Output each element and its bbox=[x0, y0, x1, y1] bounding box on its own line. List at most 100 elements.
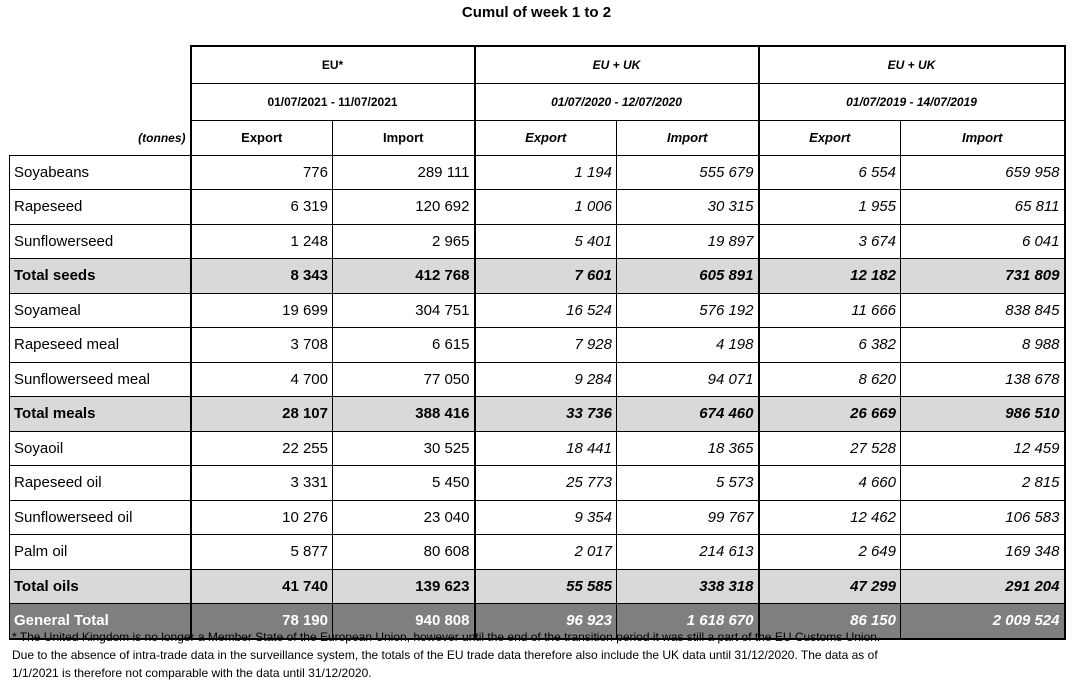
col-header: Import bbox=[616, 120, 760, 156]
value-cell: 80 608 bbox=[332, 534, 476, 570]
value-cell: 3 708 bbox=[189, 327, 333, 363]
value-cell: 388 416 bbox=[332, 396, 476, 432]
value-cell: 96 923 bbox=[474, 603, 617, 640]
row-label: Rapeseed oil bbox=[9, 465, 191, 501]
value-cell: 19 897 bbox=[616, 223, 760, 259]
value-cell: 2 815 bbox=[900, 465, 1066, 501]
value-cell: 41 740 bbox=[189, 568, 333, 604]
footnote-line: 1/1/2021 is therefore not comparable wit… bbox=[12, 666, 372, 680]
table-row: Rapeseed meal 3 708 6 615 7 928 4 198 6 382 8 … bbox=[9, 327, 1066, 363]
value-cell: 23 040 bbox=[332, 499, 476, 535]
value-cell: 86 150 bbox=[758, 603, 901, 640]
value-cell: 6 554 bbox=[758, 154, 901, 190]
value-cell: 8 988 bbox=[900, 327, 1066, 363]
row-label: Sunflowerseed meal bbox=[9, 361, 191, 397]
value-cell: 28 107 bbox=[189, 396, 333, 432]
value-cell: 30 525 bbox=[332, 430, 476, 466]
value-cell: 731 809 bbox=[900, 258, 1066, 294]
value-cell: 412 768 bbox=[332, 258, 476, 294]
value-cell: 659 958 bbox=[900, 154, 1066, 190]
value-cell: 838 845 bbox=[900, 292, 1066, 328]
value-cell: 289 111 bbox=[332, 154, 476, 190]
value-cell: 12 462 bbox=[758, 499, 901, 535]
column-header-row: (tonnes) Export Import Export Import Exp… bbox=[9, 120, 1066, 156]
value-cell: 9 284 bbox=[474, 361, 617, 397]
value-cell: 19 699 bbox=[189, 292, 333, 328]
value-cell: 106 583 bbox=[900, 499, 1066, 535]
group-name-eu: EU* bbox=[189, 45, 476, 84]
value-cell: 11 666 bbox=[758, 292, 901, 328]
value-cell: 1 006 bbox=[474, 189, 617, 225]
value-cell: 1 194 bbox=[474, 154, 617, 190]
footnote-line: * The United Kingdom is no longer a Memb… bbox=[12, 630, 881, 644]
value-cell: 65 811 bbox=[900, 189, 1066, 225]
value-cell: 5 573 bbox=[616, 465, 760, 501]
value-cell: 576 192 bbox=[616, 292, 760, 328]
value-cell: 26 669 bbox=[758, 396, 901, 432]
col-header: Import bbox=[900, 120, 1066, 156]
value-cell: 5 877 bbox=[189, 534, 333, 570]
group-period-row: 01/07/2021 - 11/07/2021 01/07/2020 - 12/… bbox=[10, 83, 1066, 121]
table-row: Soyaoil 22 255 30 525 18 441 18 365 27 528 12 … bbox=[9, 430, 1066, 466]
value-cell: 6 319 bbox=[189, 189, 333, 225]
value-cell: 6 041 bbox=[900, 223, 1066, 259]
value-cell: 16 524 bbox=[474, 292, 617, 328]
row-label: Soyaoil bbox=[9, 430, 191, 466]
table-row: Sunflowerseed 1 248 2 965 5 401 19 897 3 674 6… bbox=[9, 223, 1066, 259]
table-row: Total seeds 8 343 412 768 7 601 605 891 12 18… bbox=[9, 258, 1066, 294]
value-cell: 139 623 bbox=[332, 568, 476, 604]
group-period-euuk-2020: 01/07/2020 - 12/07/2020 bbox=[474, 83, 760, 121]
value-cell: 555 679 bbox=[616, 154, 760, 190]
group-period-eu: 01/07/2021 - 11/07/2021 bbox=[189, 83, 476, 121]
value-cell: 2 009 524 bbox=[900, 603, 1066, 640]
row-label: Rapeseed bbox=[9, 189, 191, 225]
value-cell: 7 601 bbox=[474, 258, 617, 294]
col-header: Export bbox=[189, 120, 333, 156]
value-cell: 1 248 bbox=[189, 223, 333, 259]
value-cell: 12 182 bbox=[758, 258, 901, 294]
unit-label: (tonnes) bbox=[9, 120, 191, 156]
value-cell: 5 401 bbox=[474, 223, 617, 259]
value-cell: 138 678 bbox=[900, 361, 1066, 397]
value-cell: 5 450 bbox=[332, 465, 476, 501]
value-cell: 99 767 bbox=[616, 499, 760, 535]
group-name-row: EU* EU + UK EU + UK bbox=[10, 45, 1066, 84]
table-row: Rapeseed oil 3 331 5 450 25 773 5 573 4 660 2 … bbox=[9, 465, 1066, 501]
value-cell: 291 204 bbox=[900, 568, 1066, 604]
table-row: Total meals 28 107 388 416 33 736 674 460 26 … bbox=[9, 396, 1066, 432]
row-label: Total seeds bbox=[9, 258, 191, 294]
value-cell: 6 382 bbox=[758, 327, 901, 363]
trade-table: EU* EU + UK EU + UK 01/07/2021 - 11/07/2… bbox=[9, 45, 1066, 640]
value-cell: 605 891 bbox=[616, 258, 760, 294]
value-cell: 22 255 bbox=[189, 430, 333, 466]
table-row: Soyameal 19 699 304 751 16 524 576 192 11 666… bbox=[9, 292, 1066, 328]
value-cell: 33 736 bbox=[474, 396, 617, 432]
row-label: Sunflowerseed oil bbox=[9, 499, 191, 535]
value-cell: 94 071 bbox=[616, 361, 760, 397]
value-cell: 4 700 bbox=[189, 361, 333, 397]
col-header: Export bbox=[474, 120, 617, 156]
col-header: Import bbox=[332, 120, 476, 156]
value-cell: 3 674 bbox=[758, 223, 901, 259]
value-cell: 77 050 bbox=[332, 361, 476, 397]
group-name-euuk-2020: EU + UK bbox=[474, 45, 760, 84]
row-label: Rapeseed meal bbox=[9, 327, 191, 363]
report-title: Cumul of week 1 to 2 bbox=[461, 4, 612, 21]
row-label: General Total bbox=[9, 603, 191, 640]
value-cell: 12 459 bbox=[900, 430, 1066, 466]
table-row: Sunflowerseed meal 4 700 77 050 9 284 94 071… bbox=[9, 361, 1066, 397]
value-cell: 2 965 bbox=[332, 223, 476, 259]
group-period-euuk-2019: 01/07/2019 - 14/07/2019 bbox=[758, 83, 1066, 121]
value-cell: 4 198 bbox=[616, 327, 760, 363]
value-cell: 304 751 bbox=[332, 292, 476, 328]
value-cell: 10 276 bbox=[189, 499, 333, 535]
row-label: Total oils bbox=[9, 568, 191, 604]
value-cell: 169 348 bbox=[900, 534, 1066, 570]
footnote: * The United Kingdom is no longer a Memb… bbox=[12, 628, 1062, 682]
value-cell: 18 441 bbox=[474, 430, 617, 466]
value-cell: 8 620 bbox=[758, 361, 901, 397]
value-cell: 214 613 bbox=[616, 534, 760, 570]
footnote-line: Due to the absence of intra-trade data i… bbox=[12, 648, 878, 662]
value-cell: 776 bbox=[189, 154, 333, 190]
value-cell: 7 928 bbox=[474, 327, 617, 363]
